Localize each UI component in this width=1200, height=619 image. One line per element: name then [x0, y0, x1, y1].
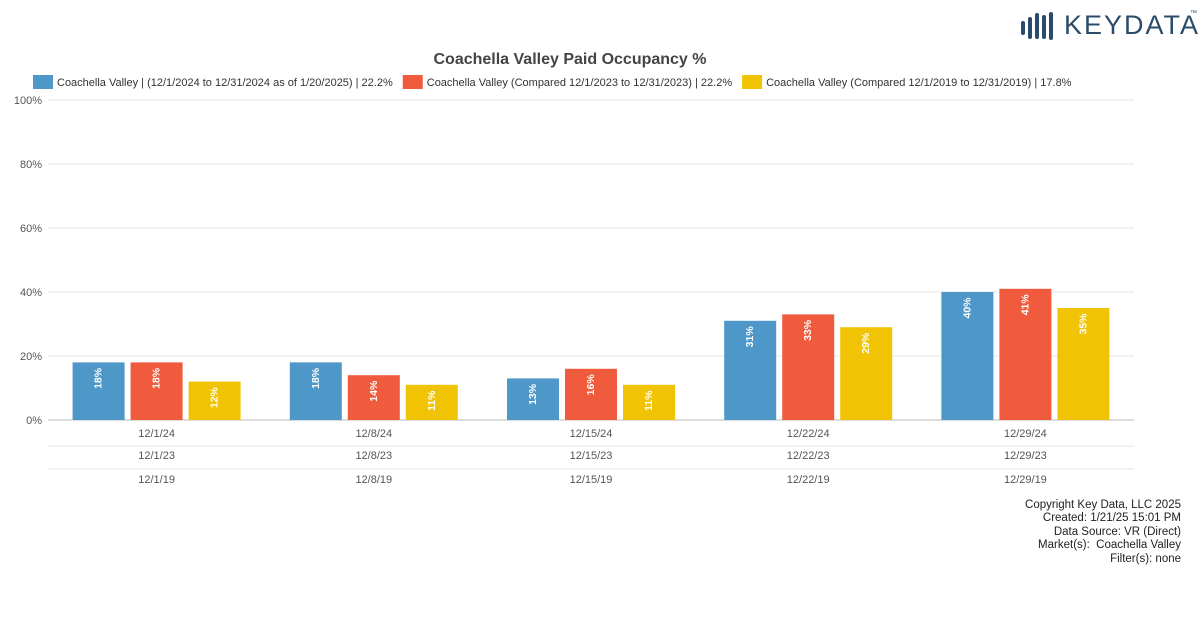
y-tick-label: 100% — [14, 95, 42, 107]
footer-created: Created: 1/21/25 15:01 PM — [1042, 512, 1181, 525]
bar-groups: 18% 18% 12% 18% 14% 11% 13% 16% 11% 31% 33% 29% 40% 4… — [72, 288, 1110, 420]
footer-data-source: Data Source: VR (Direct) — [1053, 525, 1181, 538]
bar-data-label: 12% — [209, 386, 221, 408]
x-tick-label: 12/29/24 — [1004, 428, 1047, 440]
bar — [1057, 308, 1110, 420]
bar — [724, 320, 777, 420]
x-tick-label: 12/29/23 — [1004, 450, 1047, 462]
bar — [289, 362, 342, 420]
chart-title: Coachella Valley Paid Occupancy % — [433, 51, 706, 68]
legend-label: Coachella Valley (Compared 12/1/2023 to … — [427, 77, 733, 89]
x-tick-label: 12/22/24 — [787, 428, 830, 440]
bar-data-label: 14% — [368, 380, 380, 402]
chart-legend: Coachella Valley | (12/1/2024 to 12/31/2… — [33, 75, 1072, 89]
x-tick-label: 12/1/19 — [138, 474, 175, 486]
bar-data-label: 18% — [310, 367, 322, 389]
x-tick-label: 12/8/23 — [355, 450, 392, 462]
footer-filters: Filter(s): none — [1110, 552, 1181, 565]
bar-data-label: 16% — [585, 374, 597, 396]
legend-swatch — [742, 75, 763, 89]
bar — [405, 384, 458, 420]
y-tick-label: 40% — [20, 287, 42, 299]
bar-data-label: 11% — [643, 390, 655, 411]
bar-data-label: 29% — [860, 332, 872, 354]
bar — [347, 375, 400, 420]
legend-label: Coachella Valley (Compared 12/1/2019 to … — [766, 77, 1072, 89]
legend-swatch — [402, 75, 423, 89]
bar — [507, 378, 559, 420]
x-tick-label: 12/8/24 — [355, 428, 392, 440]
bar — [565, 368, 617, 420]
legend-swatch — [33, 75, 53, 89]
bar — [72, 362, 125, 420]
bar — [999, 288, 1052, 420]
bar — [623, 384, 675, 420]
y-tick-label: 0% — [26, 415, 42, 427]
bar-data-label: 33% — [802, 319, 814, 341]
x-tick-label: 12/1/24 — [138, 428, 175, 440]
footer-copyright: Copyright Key Data, LLC 2025 — [1025, 499, 1181, 511]
bar — [941, 292, 994, 420]
legend-label: Coachella Valley | (12/1/2024 to 12/31/2… — [57, 77, 393, 89]
bar — [840, 327, 893, 420]
x-tick-label: 12/8/19 — [355, 474, 392, 486]
y-axis: 0% 20% 40% 60% 80% 100% — [14, 95, 42, 427]
y-tick-label: 20% — [20, 351, 42, 363]
bar-data-label: 13% — [527, 383, 539, 405]
y-tick-label: 80% — [20, 159, 42, 171]
x-tick-label: 12/22/23 — [787, 450, 830, 462]
bar-data-label: 11% — [426, 390, 438, 411]
x-tick-label: 12/15/24 — [570, 428, 613, 440]
keydata-logo: KEYDATA ™ — [1020, 8, 1198, 44]
bar — [188, 381, 241, 420]
x-axis: 12/1/24 12/8/24 12/15/24 12/22/24 12/29/24 12… — [48, 428, 1134, 486]
bar-data-label: 18% — [93, 367, 105, 389]
bar-data-label: 40% — [961, 297, 973, 319]
logo-bars-icon — [1021, 12, 1053, 40]
bar-data-label: 18% — [151, 367, 163, 389]
x-tick-label: 12/29/19 — [1004, 474, 1047, 486]
x-tick-label: 12/15/19 — [570, 474, 613, 486]
x-tick-label: 12/1/23 — [138, 450, 175, 462]
x-tick-label: 12/15/23 — [570, 450, 613, 462]
bar-data-label: 35% — [1077, 313, 1089, 335]
footer-markets: Market(s): Coachella Valley — [1038, 539, 1181, 552]
x-tick-label: 12/22/19 — [787, 474, 830, 486]
bar-data-label: 41% — [1019, 294, 1031, 316]
occupancy-chart: Coachella Valley Paid Occupancy % Coache… — [14, 51, 1134, 486]
logo-trademark: ™ — [1190, 10, 1197, 17]
bar-data-label: 31% — [744, 326, 756, 348]
y-tick-label: 60% — [20, 223, 42, 235]
chart-footer: Copyright Key Data, LLC 2025 Created: 1/… — [1025, 499, 1181, 566]
bar — [130, 362, 183, 420]
bar — [782, 314, 835, 420]
logo-text: KEYDATA — [1064, 10, 1200, 40]
